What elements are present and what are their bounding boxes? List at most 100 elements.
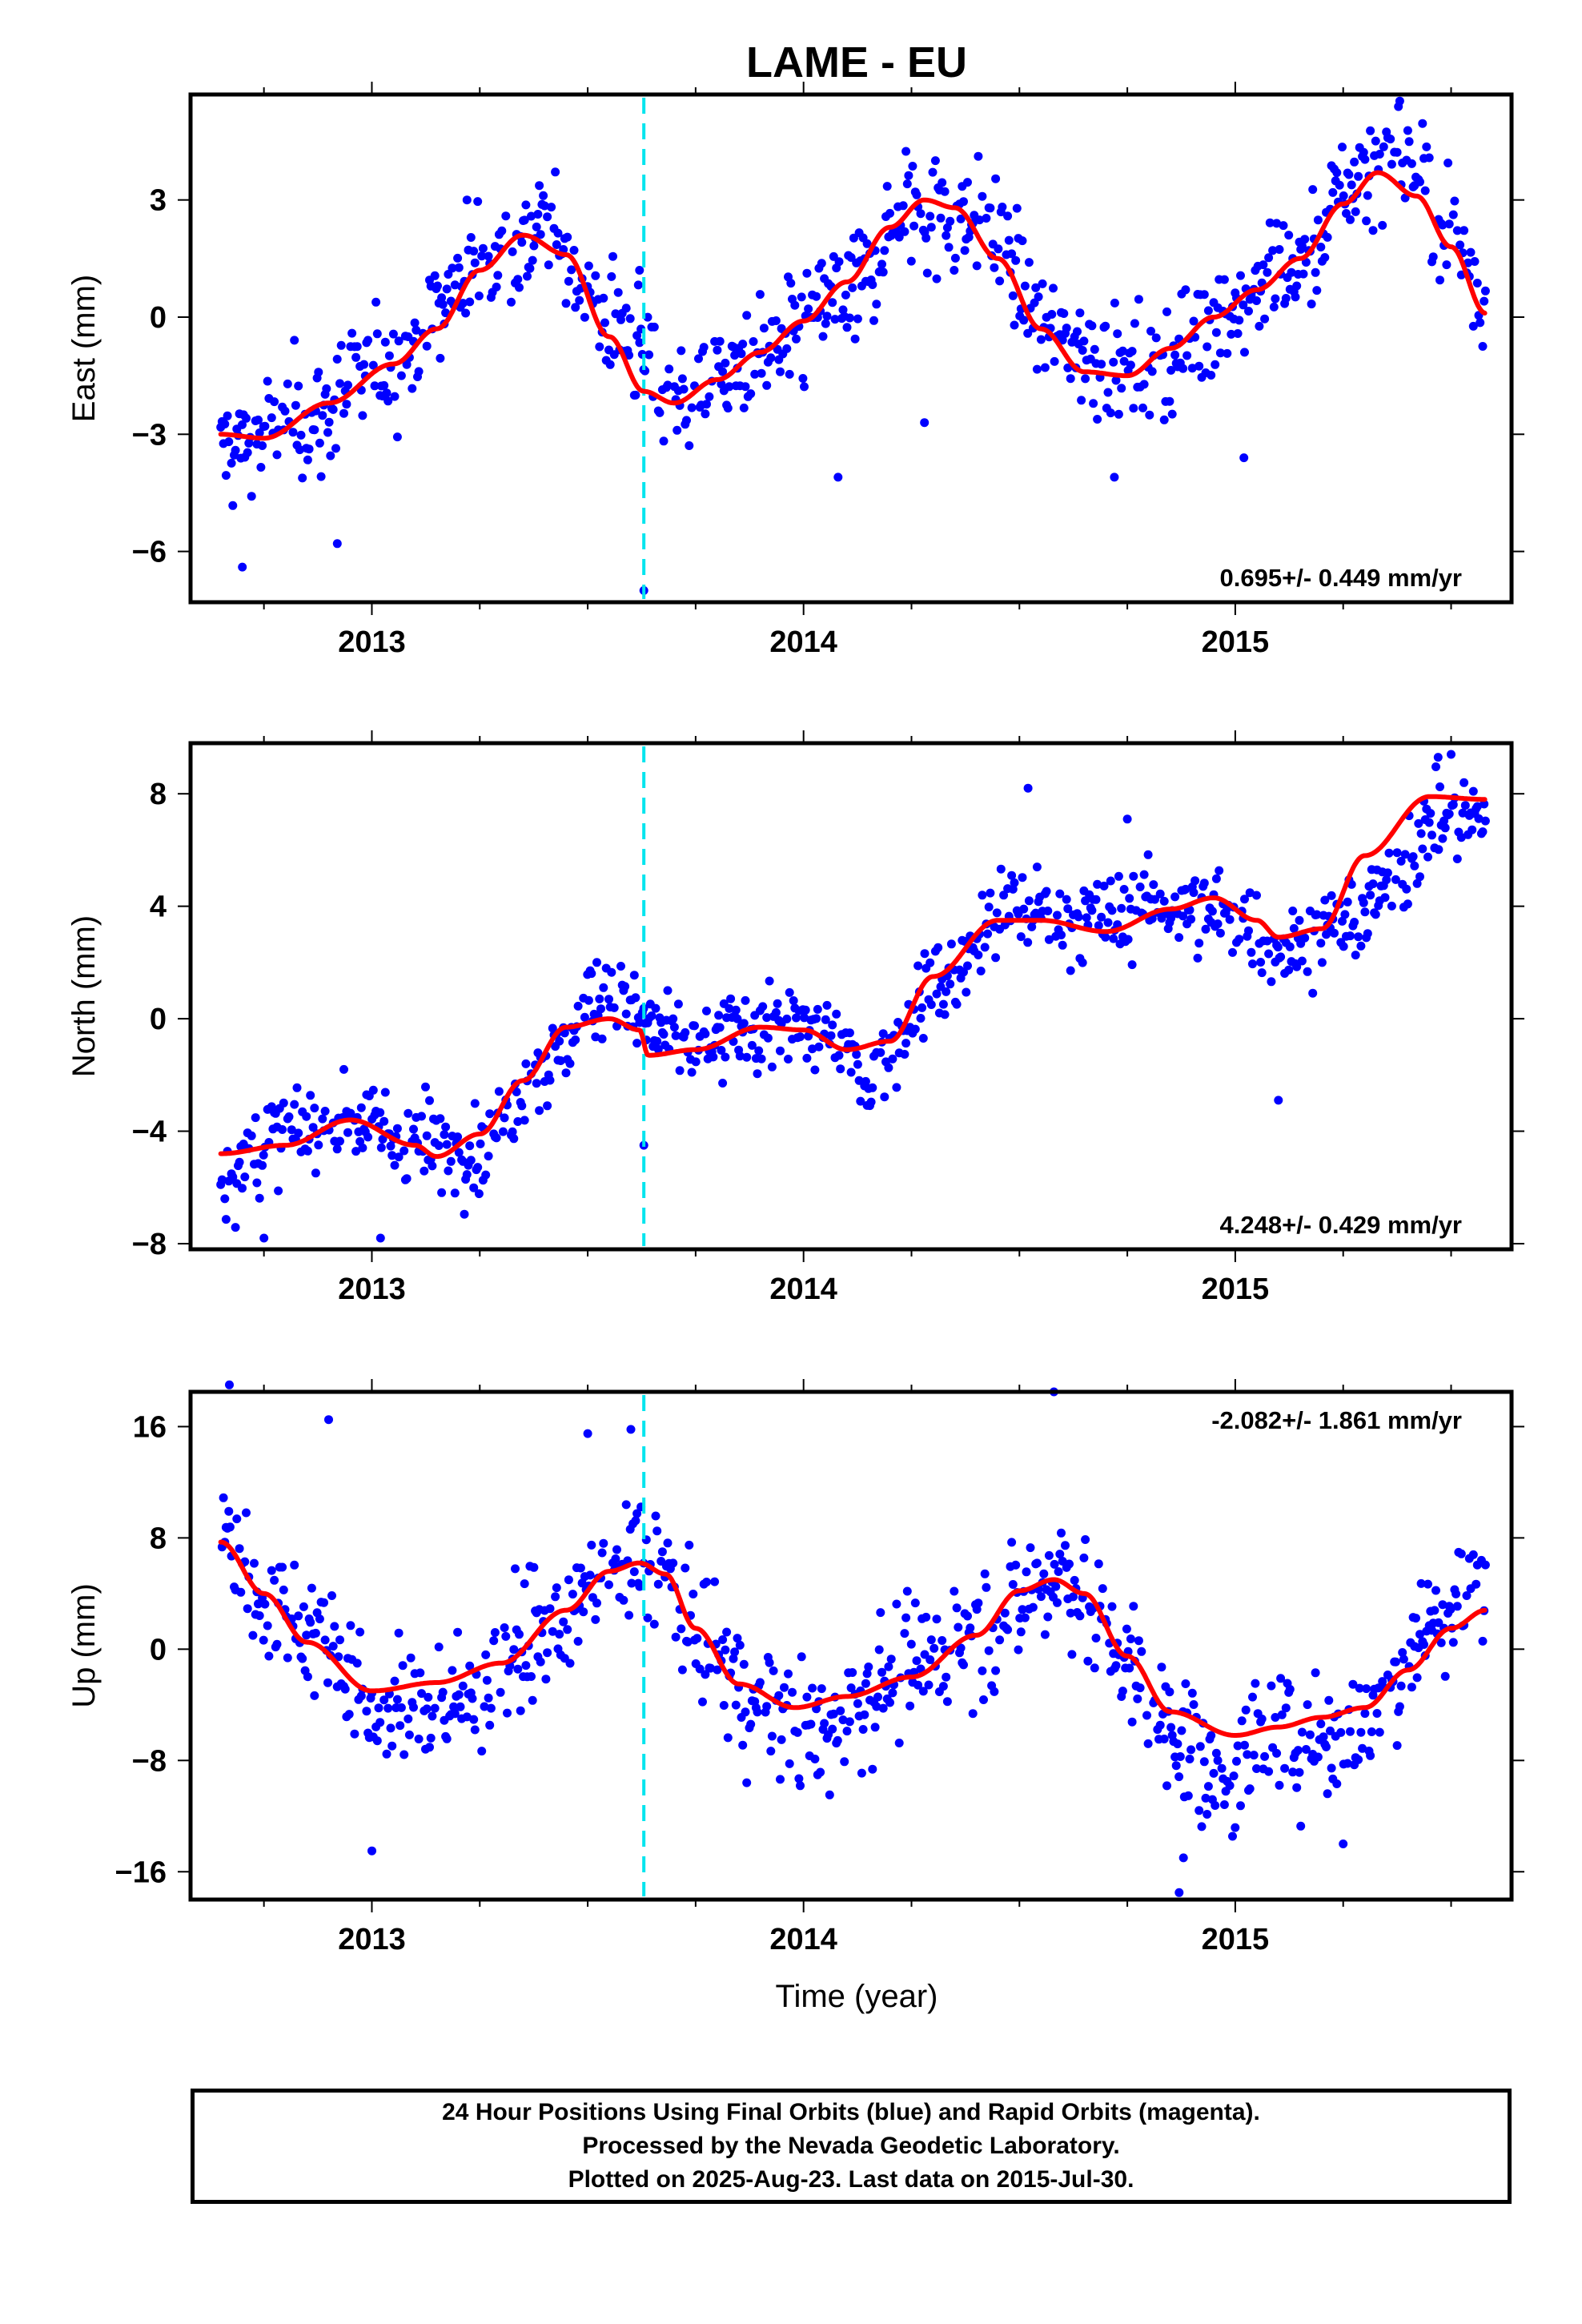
east-data-point	[551, 167, 560, 177]
north-data-point	[1107, 906, 1117, 915]
up-data-point	[681, 1563, 690, 1573]
up-data-point	[1237, 1716, 1247, 1726]
north-data-point	[974, 951, 983, 959]
east-data-point	[1020, 281, 1030, 291]
north-data-point	[1472, 802, 1482, 811]
up-data-point	[372, 1736, 382, 1746]
north-data-point	[669, 1014, 678, 1023]
north-y-tick-label: 0	[150, 1003, 167, 1036]
east-data-point	[515, 283, 524, 292]
east-data-point	[1165, 396, 1174, 406]
up-data-point	[592, 1598, 601, 1608]
up-data-point	[279, 1585, 288, 1594]
east-data-point	[1386, 135, 1395, 144]
east-data-point	[975, 215, 984, 225]
north-data-point	[652, 1036, 662, 1046]
up-data-point	[1452, 1602, 1462, 1611]
up-data-point	[1069, 1592, 1078, 1602]
up-data-point	[404, 1714, 413, 1723]
north-outlier-point	[1122, 814, 1132, 824]
up-data-point	[1319, 1732, 1328, 1742]
east-data-point	[1062, 324, 1071, 333]
chart-title: LAME - EU	[746, 38, 967, 86]
up-data-point	[248, 1630, 258, 1640]
east-data-point	[894, 232, 904, 242]
east-data-point	[1378, 220, 1387, 230]
up-data-point	[1137, 1647, 1146, 1656]
up-data-point	[264, 1651, 274, 1661]
east-data-point	[741, 382, 750, 392]
up-data-point	[219, 1493, 228, 1502]
up-data-point	[753, 1707, 762, 1717]
north-data-point	[1346, 931, 1355, 941]
up-data-point	[828, 1724, 837, 1734]
north-data-point	[1103, 918, 1113, 927]
east-data-point	[1233, 329, 1243, 338]
north-data-point	[436, 1114, 445, 1124]
north-frame	[188, 741, 1514, 1252]
north-data-point	[651, 1003, 661, 1013]
east-data-point	[544, 260, 553, 270]
up-data-point	[356, 1691, 366, 1701]
north-data-point	[465, 1141, 475, 1151]
north-data-point	[599, 983, 608, 992]
up-data-point	[1398, 1648, 1407, 1657]
north-data-point	[1248, 959, 1257, 969]
east-data-point	[523, 271, 532, 281]
east-data-point	[848, 283, 857, 292]
east-data-point	[402, 360, 412, 369]
north-data-point	[386, 1141, 396, 1151]
up-data-point	[926, 1655, 935, 1664]
north-data-point	[440, 1130, 449, 1140]
east-data-point	[256, 463, 266, 472]
up-data-point	[1174, 1772, 1184, 1782]
east-data-point	[414, 367, 424, 376]
up-data-point	[528, 1695, 537, 1705]
east-data-point	[1332, 168, 1342, 178]
east-data-point	[1265, 218, 1275, 227]
north-data-point	[1312, 910, 1322, 919]
east-data-point	[1371, 136, 1380, 146]
east-y-tick-label: 0	[150, 301, 167, 335]
east-data-point	[663, 380, 673, 390]
up-data-point	[225, 1522, 235, 1532]
north-data-point	[310, 1104, 319, 1113]
up-data-point	[840, 1757, 849, 1767]
east-data-point	[1187, 364, 1197, 373]
east-data-point	[410, 318, 420, 328]
east-data-point	[540, 201, 549, 211]
east-data-point	[921, 233, 931, 243]
east-data-point	[926, 211, 935, 221]
east-data-point	[539, 191, 548, 200]
north-data-point	[800, 1013, 809, 1023]
north-data-point	[673, 999, 683, 1009]
east-data-point	[1312, 286, 1322, 296]
north-data-point	[739, 1019, 749, 1028]
up-data-point	[1295, 1767, 1304, 1777]
up-data-point	[449, 1702, 459, 1711]
north-data-point	[1448, 800, 1458, 810]
north-data-point	[1057, 931, 1066, 939]
up-data-point	[938, 1636, 947, 1645]
north-data-point	[934, 943, 943, 952]
east-data-point	[759, 324, 769, 333]
north-data-point	[247, 1131, 256, 1140]
east-data-point	[766, 353, 776, 363]
up-data-point	[1232, 1756, 1241, 1766]
north-data-point	[278, 1125, 287, 1134]
east-data-point	[802, 268, 812, 278]
east-data-point	[342, 400, 351, 409]
up-data-point	[1332, 1779, 1342, 1788]
north-data-point	[1351, 951, 1360, 960]
east-y-tick-label: −3	[132, 418, 167, 452]
up-data-point	[236, 1587, 246, 1597]
up-data-point	[272, 1639, 282, 1649]
north-data-point	[620, 982, 630, 991]
up-data-point	[306, 1618, 315, 1627]
east-data-point	[532, 222, 541, 231]
east-data-point	[433, 281, 442, 291]
up-data-point	[344, 1710, 354, 1719]
north-data-point	[259, 1150, 268, 1160]
east-data-point	[723, 404, 733, 413]
up-data-point	[901, 1613, 911, 1622]
